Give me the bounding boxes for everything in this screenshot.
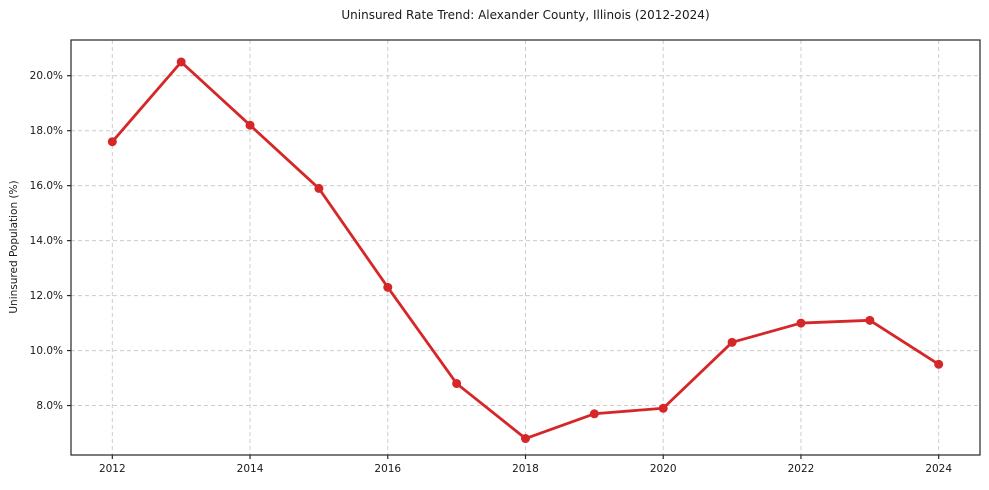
y-tick-label: 20.0% <box>30 70 63 82</box>
data-point <box>796 318 806 328</box>
y-tick-label: 16.0% <box>30 180 63 192</box>
data-point <box>107 137 117 147</box>
y-tick-label: 18.0% <box>30 125 63 137</box>
data-point <box>176 57 186 67</box>
x-tick-label: 2014 <box>237 463 264 475</box>
y-tick-label: 8.0% <box>36 400 63 412</box>
data-point <box>934 359 944 369</box>
x-tick-label: 2024 <box>925 463 952 475</box>
data-point <box>314 183 324 193</box>
x-tick-label: 2012 <box>99 463 126 475</box>
x-tick-label: 2016 <box>374 463 401 475</box>
chart-title: Uninsured Rate Trend: Alexander County, … <box>341 8 710 22</box>
data-point <box>452 379 462 389</box>
data-point <box>383 282 393 292</box>
y-axis-label: Uninsured Population (%) <box>8 180 20 314</box>
y-tick-label: 12.0% <box>30 290 63 302</box>
x-tick-label: 2020 <box>650 463 677 475</box>
data-point <box>727 337 737 347</box>
x-tick-label: 2022 <box>788 463 815 475</box>
data-point <box>865 315 875 325</box>
y-tick-label: 14.0% <box>30 235 63 247</box>
y-tick-label: 10.0% <box>30 345 63 357</box>
data-point <box>589 409 599 419</box>
x-tick-label: 2018 <box>512 463 539 475</box>
data-point <box>658 403 668 413</box>
data-point <box>245 120 255 130</box>
data-point <box>521 434 530 444</box>
